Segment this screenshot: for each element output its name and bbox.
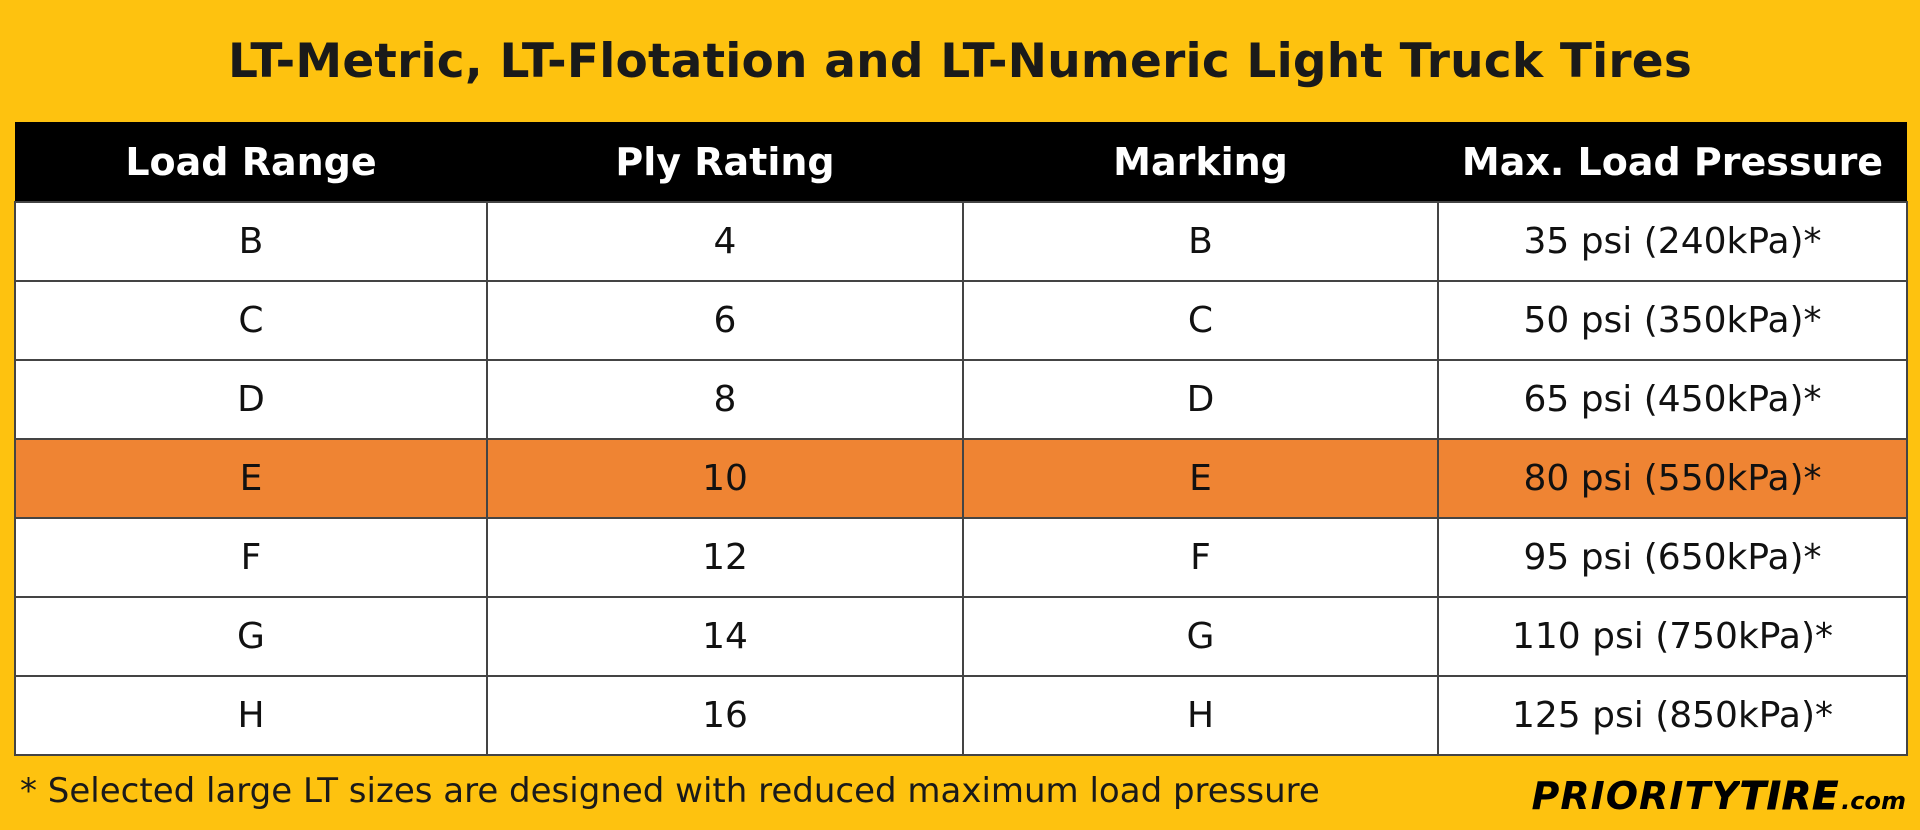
cell-load-range: C [14,280,488,361]
cell-marking: D [962,359,1439,440]
table-row: G 14 G 110 psi (750kPa)* [14,596,1908,677]
table-row: D 8 D 65 psi (450kPa)* [14,359,1908,440]
cell-ply-rating: 14 [486,596,964,677]
cell-ply-rating: 16 [486,675,964,756]
cell-max-load-pressure: 80 psi (550kPa)* [1437,438,1908,519]
logo-text-tire: TIRE [1739,774,1840,819]
table-row-highlighted: E 10 E 80 psi (550kPa)* [14,438,1908,519]
cell-max-load-pressure: 95 psi (650kPa)* [1437,517,1908,598]
cell-load-range: H [14,675,488,756]
cell-load-range: G [14,596,488,677]
cell-max-load-pressure: 65 psi (450kPa)* [1437,359,1908,440]
cell-ply-rating: 8 [486,359,964,440]
logo-text-priority: PRIORITY [1531,774,1740,818]
cell-load-range: F [14,517,488,598]
cell-marking: H [962,675,1439,756]
cell-max-load-pressure: 35 psi (240kPa)* [1437,201,1908,282]
cell-marking: E [962,438,1439,519]
column-header-max-load-pressure: Max. Load Pressure [1461,139,1884,184]
cell-marking: F [962,517,1439,598]
logo-text-domain: .com [1841,787,1906,815]
cell-max-load-pressure: 125 psi (850kPa)* [1437,675,1908,756]
cell-max-load-pressure: 110 psi (750kPa)* [1437,596,1908,677]
cell-ply-rating: 12 [486,517,964,598]
table-row: B 4 B 35 psi (240kPa)* [14,201,1908,282]
column-header-load-range: Load Range [125,139,377,184]
table-row: C 6 C 50 psi (350kPa)* [14,280,1908,361]
chart-title: LT-Metric, LT-Flotation and LT-Numeric L… [227,33,1693,89]
table-header-row: Load Range Ply Rating Marking Max. Load … [15,122,1907,202]
cell-ply-rating: 10 [486,438,964,519]
load-range-table: Load Range Ply Rating Marking Max. Load … [14,122,1908,756]
priority-tire-logo: PRIORITY TIRE .com [1531,772,1906,820]
cell-load-range: D [14,359,488,440]
table-row: H 16 H 125 psi (850kPa)* [14,675,1908,756]
cell-load-range: B [14,201,488,282]
cell-load-range: E [14,438,488,519]
table-row: F 12 F 95 psi (650kPa)* [14,517,1908,598]
column-header-ply-rating: Ply Rating [615,139,835,184]
cell-ply-rating: 6 [486,280,964,361]
cell-ply-rating: 4 [486,201,964,282]
cell-marking: C [962,280,1439,361]
footnote: * Selected large LT sizes are designed w… [20,771,1320,811]
cell-marking: G [962,596,1439,677]
cell-marking: B [962,201,1439,282]
cell-max-load-pressure: 50 psi (350kPa)* [1437,280,1908,361]
column-header-marking: Marking [1113,139,1288,184]
